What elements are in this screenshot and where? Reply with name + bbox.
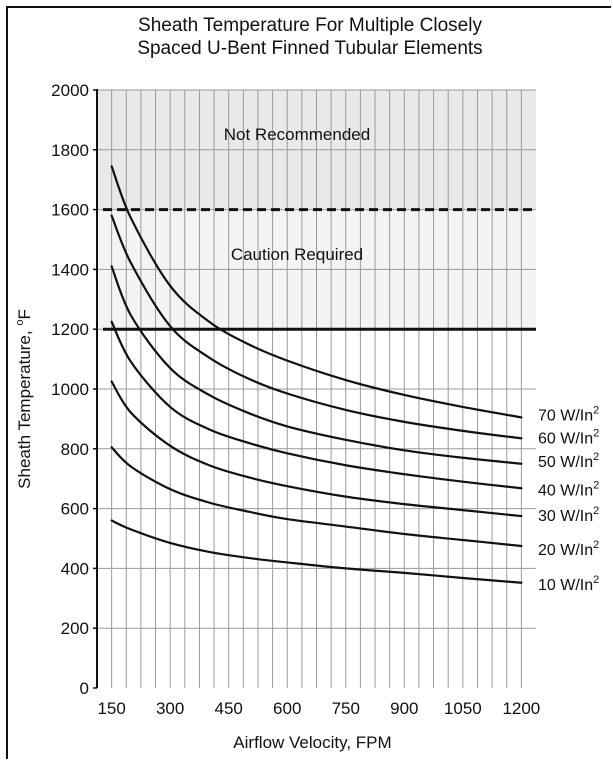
chart-frame <box>6 6 611 759</box>
series-label-70w: 70 W/In2 <box>538 404 599 424</box>
y-tick-label: 1800 <box>51 141 89 160</box>
series-curve-30w <box>110 380 523 518</box>
y-tick-label: 1200 <box>51 320 89 339</box>
x-tick-label: 1200 <box>502 699 540 718</box>
x-tick-label: 600 <box>273 699 301 718</box>
series-label-10w: 10 W/In2 <box>538 574 599 594</box>
x-tick-label: 1050 <box>444 699 482 718</box>
x-tick-label: 450 <box>215 699 243 718</box>
series-curve-70w <box>110 165 523 419</box>
series-label-50w: 50 W/In2 <box>538 451 599 471</box>
y-tick-label: 1600 <box>51 201 89 220</box>
x-axis-label: Airflow Velocity, FPM <box>233 733 391 752</box>
zone-label-caution-required: Caution Required <box>231 245 363 264</box>
x-tick-label: 150 <box>97 699 125 718</box>
series-curve-10w <box>110 519 523 584</box>
reference-lines-layer <box>103 208 536 331</box>
series-label-40w: 40 W/In2 <box>538 479 599 499</box>
y-tick-label: 600 <box>61 500 89 519</box>
series-curve-20w <box>110 446 523 548</box>
y-tick-label: 0 <box>80 679 89 698</box>
series-label-20w: 20 W/In2 <box>538 539 599 559</box>
series-label-30w: 30 W/In2 <box>538 505 599 525</box>
y-tick-label: 1400 <box>51 260 89 279</box>
zone-label-not-recommended: Not Recommended <box>224 125 370 144</box>
series-layer <box>110 165 523 584</box>
chart-title-line-2: Spaced U-Bent Finned Tubular Elements <box>137 38 483 59</box>
series-label-60w: 60 W/In2 <box>538 427 599 447</box>
y-axis-label: Sheath Temperature, oF <box>14 309 34 489</box>
x-tick-label: 300 <box>156 699 184 718</box>
grid-layer <box>96 89 536 688</box>
y-tick-label: 200 <box>61 619 89 638</box>
chart-title-line-1: Sheath Temperature For Multiple Closely <box>138 15 482 36</box>
y-tick-label: 800 <box>61 440 89 459</box>
x-tick-label: 900 <box>390 699 418 718</box>
series-curve-40w <box>110 320 523 490</box>
series-curve-50w <box>110 265 523 465</box>
y-tick-label: 2000 <box>51 81 89 100</box>
series-curve-60w <box>110 214 523 440</box>
y-tick-label: 400 <box>61 559 89 578</box>
x-tick-label: 750 <box>332 699 360 718</box>
labels-layer: Not Recommended Caution Required 10 W/In2 2… <box>14 125 599 752</box>
y-tick-label: 1000 <box>51 380 89 399</box>
ticks-layer: 0 200 400 600 800 1000 1200 1400 1600 1800 2000 150… <box>51 81 540 718</box>
